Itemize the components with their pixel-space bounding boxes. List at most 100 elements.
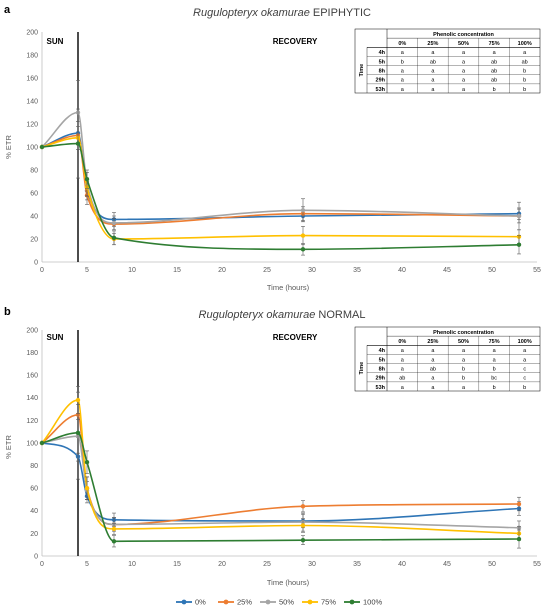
y-tick-label: 120 — [26, 121, 38, 128]
data-point-75% — [300, 233, 306, 238]
x-tick-label: 25 — [263, 561, 271, 568]
table-cell: b — [523, 385, 526, 391]
data-point-50% — [111, 220, 117, 226]
series-line-50% — [41, 111, 520, 224]
table-cell: a — [401, 50, 405, 56]
table-time-cell: 29h — [376, 78, 386, 84]
legend-marker-100% — [349, 599, 355, 605]
y-tick-label: 60 — [30, 486, 38, 493]
x-tick-label: 45 — [443, 267, 451, 274]
table-cell: a — [431, 385, 435, 391]
y-tick-label: 200 — [26, 29, 38, 36]
series-line-25% — [41, 413, 520, 526]
y-tick-label: 0 — [34, 553, 38, 560]
data-point-25% — [516, 501, 522, 507]
y-tick-label: 100 — [26, 440, 38, 447]
data-point-100% — [39, 144, 45, 150]
table-cell: a — [431, 87, 435, 93]
table-time-cell: 4h — [379, 348, 386, 354]
table-time-cell: 8h — [379, 367, 386, 373]
data-point-75% — [84, 486, 90, 491]
panel-b: b Rugulopteryx okamurae NORMAL % ETR Tim… — [4, 306, 541, 587]
table-cell: a — [401, 78, 405, 84]
table-column-header: 50% — [458, 339, 469, 345]
table-cell: b — [462, 367, 465, 373]
panel-b-ylabel: % ETR — [4, 435, 13, 459]
x-tick-label: 5 — [85, 267, 89, 274]
data-point-75% — [300, 523, 306, 528]
series-line-0% — [41, 442, 520, 522]
table-cell: a — [462, 78, 466, 84]
significance-table: Phenolic concentration 0% 25% 50% 75% 100% Tim… — [354, 28, 541, 94]
y-tick-label: 180 — [26, 52, 38, 59]
table-time-cell: 8h — [379, 69, 386, 75]
table-cell: ab — [491, 69, 497, 75]
y-tick-label: 140 — [26, 98, 38, 105]
x-tick-label: 40 — [398, 561, 406, 568]
x-tick-label: 10 — [128, 561, 136, 568]
x-tick-label: 25 — [263, 267, 271, 274]
x-tick-label: 0 — [40, 561, 44, 568]
table-border — [354, 28, 541, 94]
table-cell: b — [462, 376, 465, 382]
table-cell: a — [401, 87, 405, 93]
table-cell: a — [431, 348, 435, 354]
data-point-75% — [75, 397, 81, 403]
data-point-25% — [300, 504, 306, 509]
y-tick-label: 180 — [26, 350, 38, 357]
table-cell: a — [401, 385, 405, 391]
table-column-header: 25% — [427, 339, 438, 345]
series-line-0% — [41, 132, 520, 221]
table-time-cell: 5h — [379, 59, 386, 65]
table-time-cell: 5h — [379, 357, 386, 363]
x-tick-label: 15 — [173, 267, 181, 274]
legend-marker-50% — [265, 599, 271, 605]
y-tick-label: 80 — [30, 463, 38, 470]
legend-label-25%: 25% — [237, 598, 252, 607]
table-column-header: 100% — [518, 339, 532, 345]
panel-a: a Rugulopteryx okamurae EPIPHYTIC % ETR … — [4, 4, 541, 292]
data-point-100% — [516, 242, 522, 247]
table-cell: a — [493, 348, 497, 354]
panel-b-title: Rugulopteryx okamurae NORMAL — [199, 309, 366, 321]
table-cell: b — [523, 87, 526, 93]
x-tick-label: 30 — [308, 561, 316, 568]
legend-label-100%: 100% — [363, 598, 383, 607]
y-tick-label: 20 — [30, 236, 38, 243]
y-tick-label: 60 — [30, 190, 38, 197]
significance-table: Phenolic concentration 0% 25% 50% 75% 100% Tim… — [354, 326, 541, 392]
x-tick-label: 55 — [533, 267, 541, 274]
table-cell: a — [401, 69, 405, 75]
table-cell: ab — [430, 367, 436, 373]
table-cell: a — [431, 69, 435, 75]
table-cell: a — [401, 367, 405, 373]
y-tick-label: 20 — [30, 531, 38, 538]
table-cell: a — [462, 87, 466, 93]
data-point-100% — [39, 440, 45, 446]
table-cell: ab — [491, 78, 497, 84]
x-tick-label: 50 — [488, 561, 496, 568]
panel-b-xlabel: Time (hours) — [267, 578, 310, 587]
table-cell: a — [523, 357, 527, 363]
panel-a-letter: a — [4, 4, 11, 16]
table-cell: b — [493, 385, 496, 391]
x-tick-label: 50 — [488, 267, 496, 274]
data-point-50% — [300, 208, 306, 213]
table-cell: ab — [430, 59, 436, 65]
legend-marker-25% — [223, 599, 229, 605]
table-row-label: Time — [359, 64, 365, 77]
table-cell: a — [431, 357, 435, 363]
table-cell: a — [401, 357, 405, 363]
y-tick-label: 200 — [26, 327, 38, 334]
legend-marker-0% — [181, 599, 187, 605]
x-tick-label: 45 — [443, 561, 451, 568]
table-border — [354, 326, 541, 392]
y-tick-label: 100 — [26, 144, 38, 151]
panel-a-sun-label: SUN — [47, 37, 64, 46]
x-tick-label: 35 — [353, 561, 361, 568]
table-cell: a — [493, 50, 497, 56]
table-time-cell: 53h — [376, 87, 386, 93]
y-tick-label: 0 — [34, 259, 38, 266]
table-cell: a — [431, 78, 435, 84]
